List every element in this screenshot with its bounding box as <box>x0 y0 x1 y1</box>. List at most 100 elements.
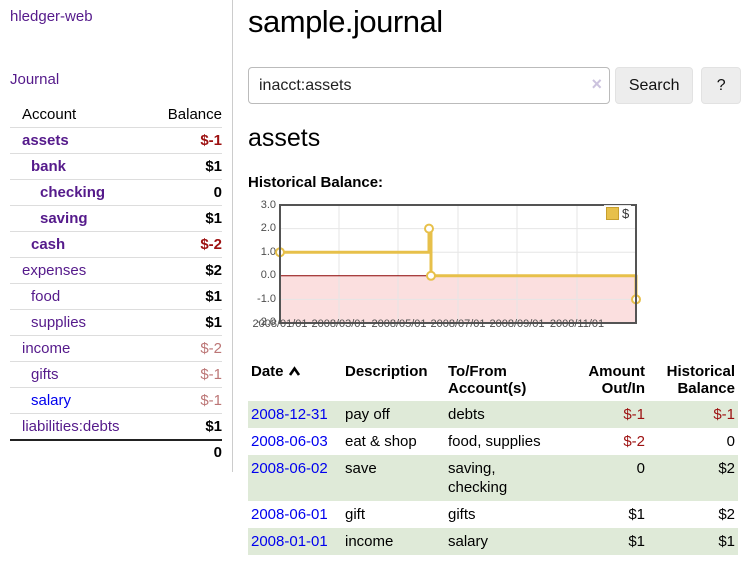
chart-title: Historical Balance: <box>248 174 384 191</box>
transaction-balance: $1 <box>718 533 735 550</box>
legend-swatch <box>606 207 619 220</box>
transaction-accounts: gifts <box>448 506 476 523</box>
transaction-row: 2008-06-02 save saving, checking 0 $2 <box>248 455 738 501</box>
account-row: liabilities:debts $1 <box>10 413 222 439</box>
transaction-balance: $2 <box>718 460 735 477</box>
transaction-date-link[interactable]: 2008-01-01 <box>251 533 328 550</box>
account-link-income[interactable]: income <box>22 340 71 357</box>
transaction-date-link[interactable]: 2008-06-03 <box>251 433 328 450</box>
search-form: × Search ? <box>248 67 741 104</box>
app-title-link[interactable]: hledger-web <box>10 8 93 25</box>
account-link-salary[interactable]: salary <box>31 392 72 409</box>
balance-header: Historical Balance <box>666 363 735 397</box>
transaction-date-link[interactable]: 2008-06-01 <box>251 506 328 523</box>
x-tick: 2008/01/01 <box>252 318 308 330</box>
account-balance: $-1 <box>200 392 222 409</box>
transaction-amount: $-2 <box>623 433 645 450</box>
account-row: income $-2 <box>10 335 222 361</box>
transaction-balance: $2 <box>718 506 735 523</box>
sidebar-item-journal[interactable]: Journal <box>10 71 60 88</box>
transaction-row: 2008-06-03 eat & shop food, supplies $-2… <box>248 428 738 455</box>
x-tick: 2008/05/01 <box>371 318 427 330</box>
account-link-cash[interactable]: cash <box>31 236 66 253</box>
account-link-bank[interactable]: bank <box>31 158 67 175</box>
help-button[interactable]: ? <box>701 67 741 104</box>
transaction-balance: $-1 <box>713 406 735 423</box>
account-balance: $1 <box>205 210 222 227</box>
account-row: expenses $2 <box>10 257 222 283</box>
amount-header: Amount Out/In <box>588 363 645 397</box>
y-tick: 1.0 <box>260 246 276 258</box>
accounts-table: Account Balance assets $-1 bank $1 check… <box>10 103 222 464</box>
y-tick: 3.0 <box>260 199 276 211</box>
x-tick: 2008/09/01 <box>489 318 545 330</box>
account-heading: assets <box>248 124 321 152</box>
search-input[interactable] <box>248 67 610 104</box>
y-tick: 2.0 <box>260 222 276 234</box>
account-link-saving[interactable]: saving <box>40 210 88 227</box>
account-row: bank $1 <box>10 153 222 179</box>
register-table: Date Description To/From Account(s) Amou… <box>248 361 738 555</box>
account-link-liabilities-debts[interactable]: liabilities:debts <box>22 418 120 435</box>
transaction-amount: $1 <box>628 533 645 550</box>
page: hledger-web Journal Account Balance asse… <box>0 0 741 555</box>
account-row: gifts $-1 <box>10 361 222 387</box>
main-content: sample.journal × Search ? assets Histori… <box>233 0 741 555</box>
account-link-expenses[interactable]: expenses <box>22 262 87 279</box>
accounts-total-row: 0 <box>10 439 222 464</box>
account-balance: $1 <box>205 288 222 305</box>
x-tick: 2008/07/01 <box>430 318 486 330</box>
date-header-label: Date <box>251 363 284 380</box>
y-tick: -2.0 <box>257 316 276 328</box>
transaction-description: gift <box>345 506 366 523</box>
x-tick: 2008/03/01 <box>311 318 367 330</box>
account-balance: 0 <box>213 184 222 201</box>
transaction-description: pay off <box>345 406 390 423</box>
account-balance: $-2 <box>200 236 222 253</box>
accounts-header-account: Account <box>22 106 77 123</box>
transaction-row: 2008-06-01 gift gifts $1 $2 <box>248 501 738 528</box>
account-row: salary $-1 <box>10 387 222 413</box>
y-tick: -1.0 <box>257 293 276 305</box>
transaction-date-link[interactable]: 2008-06-02 <box>251 460 328 477</box>
clear-search-icon[interactable]: × <box>591 74 602 94</box>
transaction-row: 2008-01-01 income salary $1 $1 <box>248 528 738 555</box>
transaction-date-link[interactable]: 2008-12-31 <box>251 406 328 423</box>
accounts-header-balance: Balance <box>167 106 222 123</box>
search-button[interactable]: Search <box>615 67 694 104</box>
account-link-checking[interactable]: checking <box>40 184 106 201</box>
account-balance: $1 <box>205 418 222 435</box>
account-balance: $2 <box>205 262 222 279</box>
transaction-accounts: saving, checking <box>448 460 508 496</box>
chart-legend: $ <box>604 205 632 222</box>
transaction-accounts: food, supplies <box>448 433 541 450</box>
account-balance: $-1 <box>200 132 222 149</box>
account-link-supplies[interactable]: supplies <box>31 314 87 331</box>
legend-label: $ <box>622 206 630 221</box>
account-row: supplies $1 <box>10 309 222 335</box>
account-balance: $-2 <box>200 340 222 357</box>
y-tick: 0.0 <box>260 269 276 281</box>
transaction-accounts: salary <box>448 533 489 550</box>
account-row: cash $-2 <box>10 231 222 257</box>
sidebar: hledger-web Journal Account Balance asse… <box>0 0 233 472</box>
account-balance: $1 <box>205 158 222 175</box>
account-row: checking 0 <box>10 179 222 205</box>
account-link-assets[interactable]: assets <box>22 132 69 149</box>
accounts-table-header: Account Balance <box>10 103 222 127</box>
account-balance: $-1 <box>200 366 222 383</box>
transaction-description: save <box>345 460 377 477</box>
description-header: Description <box>345 363 428 380</box>
sort-by-date-header[interactable]: Date <box>248 363 345 397</box>
register-header-row: Date Description To/From Account(s) Amou… <box>248 361 738 401</box>
transaction-description: eat & shop <box>345 433 417 450</box>
account-link-food[interactable]: food <box>31 288 61 305</box>
chart-plot-area <box>275 204 641 324</box>
transaction-balance: 0 <box>726 433 735 450</box>
sort-ascending-icon <box>288 364 301 381</box>
account-row: saving $1 <box>10 205 222 231</box>
account-row: food $1 <box>10 283 222 309</box>
transaction-amount: $1 <box>628 506 645 523</box>
page-title: sample.journal <box>248 4 443 39</box>
account-link-gifts[interactable]: gifts <box>31 366 59 383</box>
